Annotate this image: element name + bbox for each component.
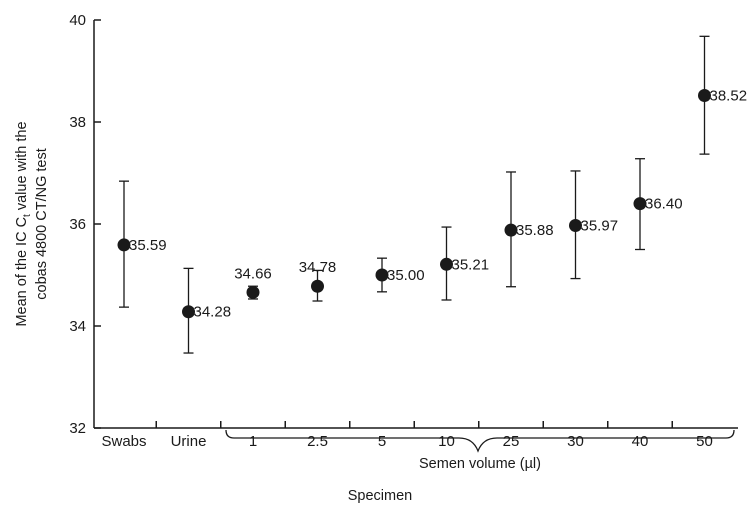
y-axis-label-line2: cobas 4800 CT/NG test [34, 148, 50, 300]
data-label: 34.28 [194, 304, 232, 321]
data-point [440, 257, 453, 271]
data-point [311, 279, 324, 293]
data-point [633, 197, 647, 211]
x-tick-label: 30 [567, 433, 584, 450]
y-axis-label-part2: value with the [14, 121, 30, 214]
data-label: 35.97 [581, 218, 619, 235]
x-ticks: Swabs Urine 1 2.5 5 10 25 30 40 50 [101, 421, 713, 450]
y-tick-label: 34 [69, 318, 86, 335]
data-labels: 35.59 34.28 34.66 34.78 35.00 35.21 35.88 35.97… [129, 87, 747, 320]
y-tick-label: 36 [69, 216, 86, 233]
x-tick-label: 50 [696, 433, 713, 450]
data-point [569, 219, 582, 233]
data-label: 34.78 [299, 259, 337, 276]
x-tick-label: Urine [171, 433, 207, 450]
data-label: 38.52 [710, 87, 748, 104]
data-point [375, 268, 389, 282]
y-tick-label: 38 [69, 114, 86, 131]
group-label: Semen volume (µl) [419, 456, 541, 472]
semen-volume-brace [225, 429, 735, 453]
data-label: 35.88 [516, 222, 554, 239]
x-tick-label: 1 [249, 433, 257, 450]
x-tick-label: 2.5 [307, 433, 328, 450]
data-points [117, 88, 711, 319]
y-tick-label: 32 [69, 420, 86, 437]
y-axis-label-subscript: t [22, 214, 33, 217]
y-axis-label: Mean of the IC Ct value with the cobas 4… [14, 121, 50, 326]
data-point [182, 305, 195, 319]
x-tick-label: 25 [503, 433, 520, 450]
x-tick-label: Swabs [101, 433, 146, 450]
data-point [246, 285, 260, 299]
y-tick-label: 40 [69, 12, 86, 29]
data-point [504, 223, 518, 237]
data-label: 35.21 [452, 256, 490, 273]
y-axis-label-part1: Mean of the IC C [14, 217, 30, 327]
data-label: 35.00 [387, 267, 425, 284]
data-label: 35.59 [129, 237, 167, 254]
data-point [698, 88, 711, 102]
x-tick-label: 10 [438, 433, 455, 450]
axes [93, 20, 738, 429]
svg-text:Mean of the IC Ct value with t: Mean of the IC Ct value with the [14, 121, 33, 326]
x-axis-label: Specimen [348, 488, 412, 504]
y-ticks: 32 34 36 38 40 [69, 12, 101, 437]
x-tick-label: 5 [378, 433, 386, 450]
data-label: 34.66 [234, 265, 272, 282]
data-label: 36.40 [645, 196, 683, 213]
x-tick-label: 40 [632, 433, 649, 450]
data-point [117, 238, 131, 252]
